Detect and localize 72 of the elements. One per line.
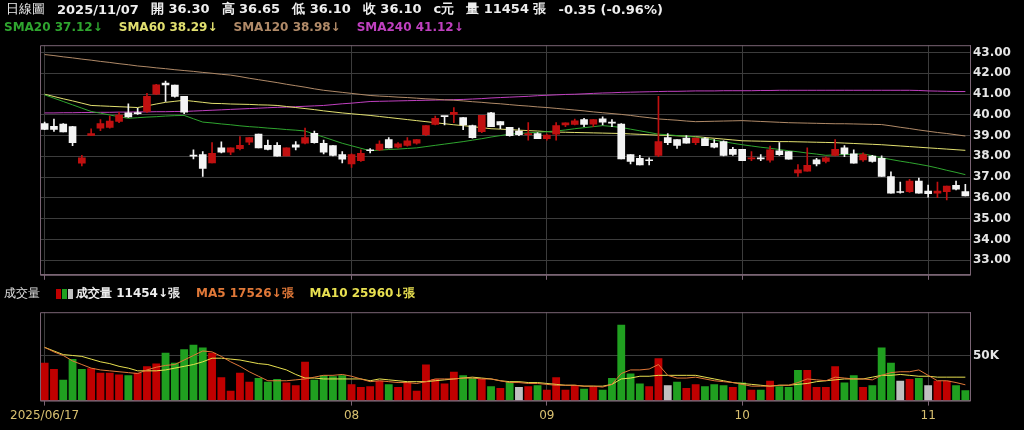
y-tick-label: 40.00 — [973, 106, 1011, 121]
bar — [515, 387, 523, 401]
bar — [477, 378, 486, 401]
chart-title: 日線圖 — [6, 0, 45, 18]
bar — [682, 387, 691, 401]
text: c元 — [433, 0, 455, 18]
bar — [87, 368, 96, 401]
text: SMA20 37.12↓ — [4, 19, 103, 34]
bar — [635, 383, 644, 401]
x-tick-label: 09 — [539, 407, 555, 422]
bar — [487, 386, 495, 401]
text: 收 36.10 — [362, 0, 422, 18]
y-tick-label: 35.00 — [973, 210, 1011, 225]
text: -0.35 (-0.96%) — [558, 1, 663, 17]
text: 量 11454 張 — [466, 0, 547, 18]
candlestick — [756, 154, 765, 162]
text: SMA60 38.29↓ — [118, 19, 218, 34]
text: 低 36.10 — [292, 0, 351, 18]
bar — [673, 381, 681, 401]
bar — [124, 375, 133, 401]
bar — [310, 379, 319, 401]
x-tick-label: 11 — [920, 407, 936, 422]
y-tick-label: 37.00 — [973, 169, 1011, 184]
y-tick-label: 34.00 — [973, 231, 1011, 246]
text: MA10 25960↓張 — [309, 285, 416, 302]
y-tick-label: 50K — [973, 347, 1000, 362]
bar — [803, 369, 812, 401]
bar — [59, 379, 68, 401]
bar — [77, 369, 86, 401]
bar — [849, 375, 858, 401]
y-tick-label: 38.00 — [973, 148, 1011, 163]
bar — [859, 387, 867, 401]
bar — [868, 385, 877, 401]
bar — [775, 386, 784, 401]
bar — [663, 385, 672, 401]
bar — [384, 384, 393, 401]
bar — [524, 386, 533, 401]
bar — [570, 385, 579, 401]
x-tick-label: 2025/06/17 — [10, 407, 80, 422]
candlestick — [450, 107, 458, 124]
bar — [198, 347, 207, 401]
bar — [449, 371, 458, 401]
text: MA5 17526↓張 — [195, 285, 294, 302]
y-axis-title: 成交量 — [4, 285, 40, 302]
bar — [691, 384, 700, 401]
text: SMA240 41.12↓ — [356, 19, 464, 34]
x-tick-label: 08 — [343, 407, 360, 422]
y-tick-label: 33.00 — [973, 252, 1011, 267]
bar — [942, 380, 951, 401]
bar — [924, 385, 933, 401]
y-tick-label: 39.00 — [973, 127, 1011, 142]
x-tick-label: 10 — [734, 407, 750, 422]
bar — [496, 387, 505, 401]
bar — [896, 380, 905, 401]
bar — [645, 386, 654, 401]
bar — [505, 381, 514, 401]
y-tick-label: 42.00 — [973, 65, 1011, 80]
bar — [580, 388, 588, 401]
bar — [728, 387, 737, 401]
y-tick-label: 36.00 — [973, 190, 1011, 205]
bar — [914, 378, 923, 401]
y-tick-label: 43.00 — [973, 44, 1011, 59]
text: 高 36.65 — [221, 0, 281, 18]
y-tick-label: 41.00 — [973, 86, 1011, 101]
bar — [459, 375, 468, 401]
text: SMA120 38.98↓ — [233, 19, 341, 34]
legend-label: 成交量 11454↓張 — [76, 285, 180, 302]
candlestick — [524, 122, 533, 141]
chart-subtitle: 2025/11/07 — [57, 1, 139, 17]
text: 開 36.30 — [150, 0, 210, 18]
bar — [589, 387, 598, 401]
bar — [756, 389, 765, 401]
